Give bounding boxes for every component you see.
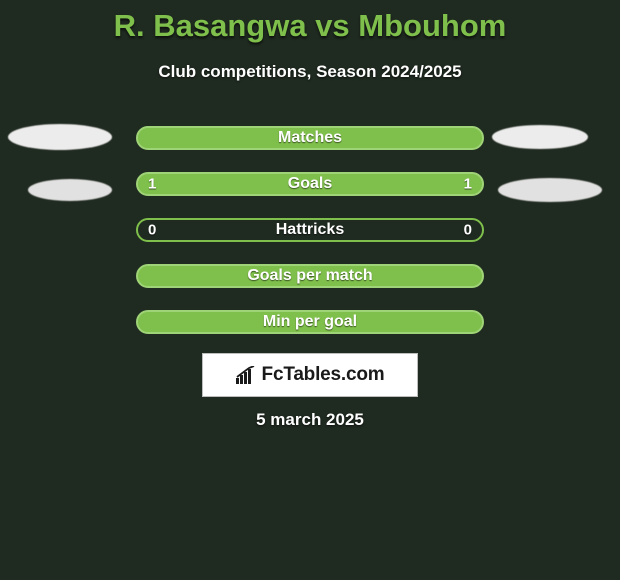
date-text: 5 march 2025 xyxy=(256,410,364,430)
row-label-hattricks: Hattricks xyxy=(276,221,344,239)
spot-left-2 xyxy=(28,179,112,201)
row-label-goals: Goals xyxy=(288,175,332,193)
row-min-per-goal: Min per goal xyxy=(136,310,484,334)
spot-right-1 xyxy=(492,125,588,149)
row-goals-per-match: Goals per match xyxy=(136,264,484,288)
bars-icon xyxy=(236,366,256,384)
page-title: R. Basangwa vs Mbouhom xyxy=(114,8,507,44)
spot-right-2 xyxy=(498,178,602,202)
row-label-min-per-goal: Min per goal xyxy=(263,313,357,331)
spot-left-1 xyxy=(8,124,112,150)
row-label-matches: Matches xyxy=(278,129,342,147)
row-goals-left-value: 1 xyxy=(148,176,156,193)
row-goals: Goals 1 1 xyxy=(136,172,484,196)
row-hattricks: Hattricks 0 0 xyxy=(136,218,484,242)
row-hattricks-left-value: 0 xyxy=(148,222,156,239)
badge-text: FcTables.com xyxy=(262,364,385,386)
subtitle: Club competitions, Season 2024/2025 xyxy=(158,62,461,82)
row-matches: Matches xyxy=(136,126,484,150)
row-goals-right-value: 1 xyxy=(464,176,472,193)
background xyxy=(0,0,620,580)
row-hattricks-right-value: 0 xyxy=(464,222,472,239)
fctables-badge[interactable]: FcTables.com xyxy=(202,353,418,397)
row-label-goals-per-match: Goals per match xyxy=(247,267,372,285)
